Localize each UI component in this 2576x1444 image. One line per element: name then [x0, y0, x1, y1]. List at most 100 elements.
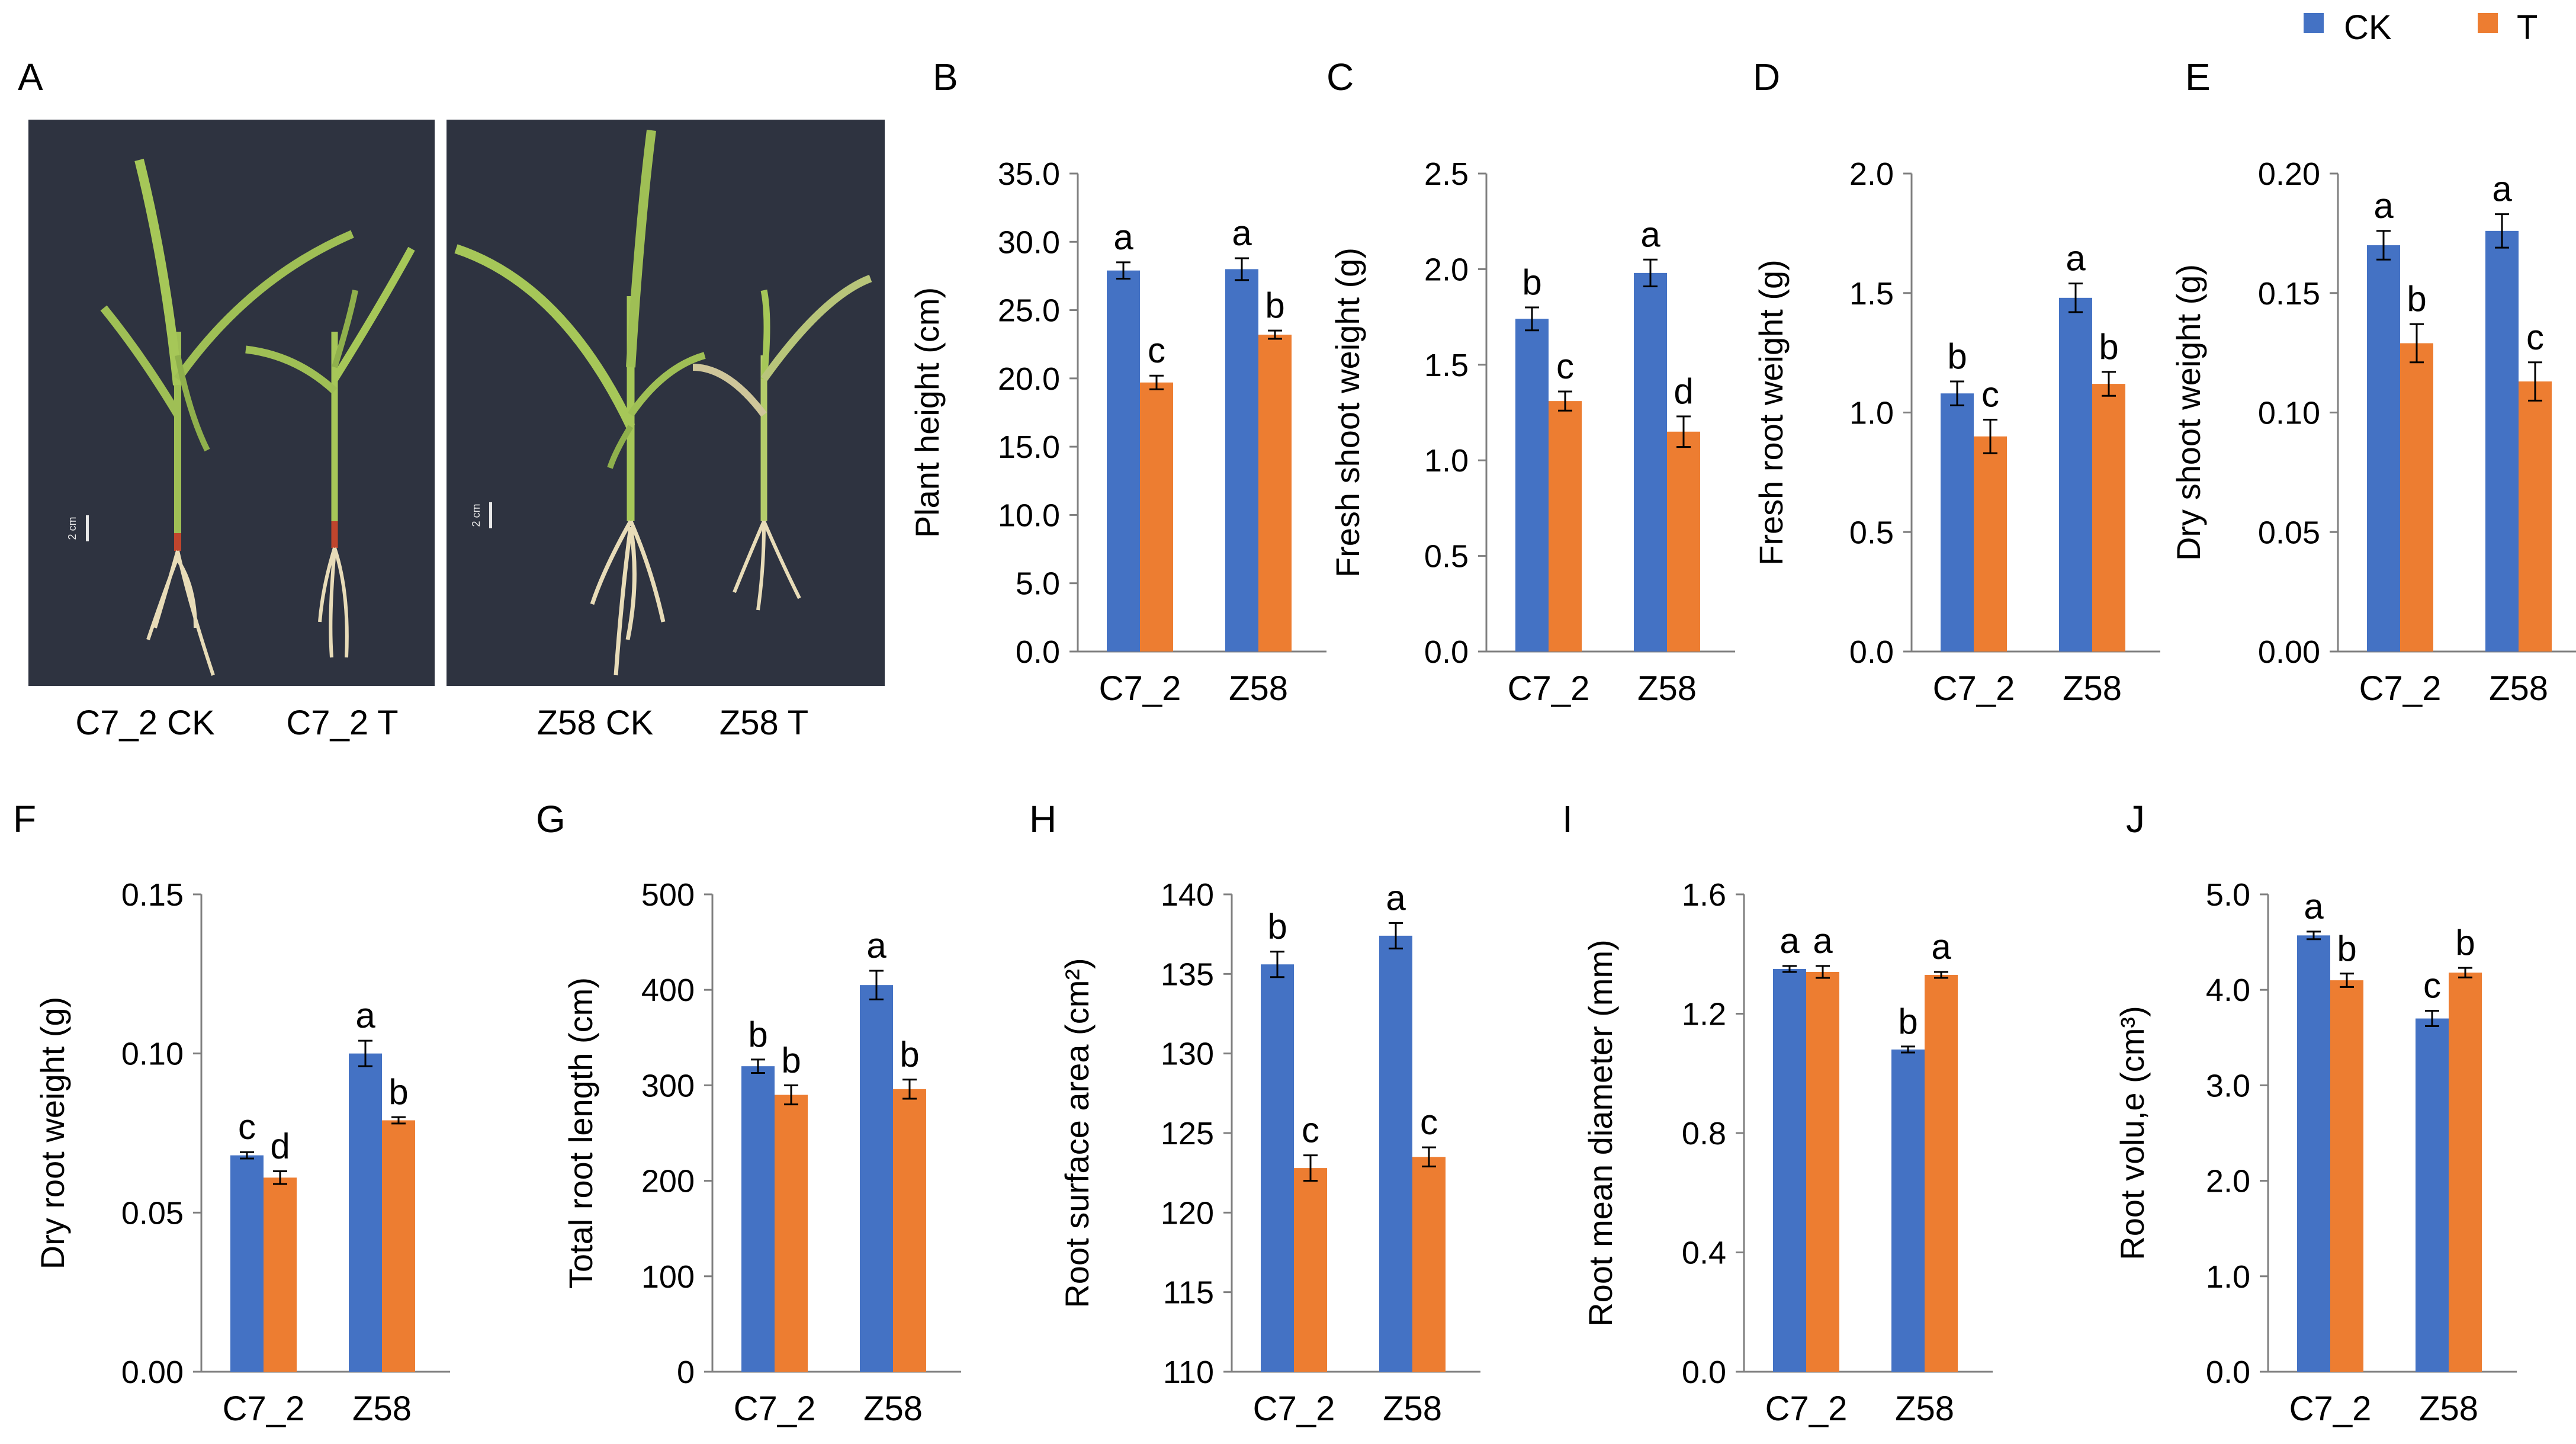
legend-label-t: T — [2517, 8, 2538, 47]
photo-label-z58-t: Z58 T — [720, 704, 808, 742]
x-tick-label: C7_2 — [1933, 669, 2015, 708]
y-tick-label: 1.2 — [1682, 997, 1726, 1032]
y-tick-label: 0.15 — [121, 877, 184, 913]
y-tick-label: 115 — [1163, 1275, 1214, 1311]
y-tick-label: 0.00 — [2258, 634, 2320, 670]
x-tick-label: C7_2 — [1253, 1390, 1335, 1428]
significance-letter: c — [1981, 375, 1999, 415]
y-tick-label: 2.0 — [1849, 156, 1894, 192]
x-tick-label: Z58 — [352, 1390, 412, 1428]
bar-ck-z58 — [1225, 269, 1258, 652]
y-tick-label: 135 — [1161, 957, 1214, 992]
bar-t-z58 — [2519, 381, 2552, 652]
significance-letter: a — [1931, 927, 1951, 967]
significance-letter: c — [1556, 346, 1574, 386]
bar-ck-z58 — [349, 1053, 382, 1372]
y-tick-label: 5.0 — [1016, 566, 1060, 602]
bar-t-z58 — [2449, 973, 2482, 1372]
bar-t-c7-2 — [1806, 971, 1839, 1372]
y-tick-label: 0.20 — [2258, 156, 2320, 192]
bar-t-c7-2 — [1974, 436, 2007, 652]
y-tick-label: 300 — [641, 1068, 695, 1103]
y-axis-label: Dry root weight (g) — [34, 997, 71, 1270]
bar-t-z58 — [1412, 1157, 1446, 1372]
x-tick-label: Z58 — [1895, 1390, 1954, 1428]
y-tick-label: 140 — [1161, 877, 1214, 913]
y-tick-label: 1.5 — [1849, 276, 1894, 312]
bar-t-z58 — [382, 1120, 415, 1372]
bar-t-z58 — [1667, 431, 1700, 652]
significance-letter: c — [2526, 317, 2544, 357]
panel-a: A 2 cm — [18, 56, 885, 742]
significance-letter: b — [900, 1035, 919, 1074]
legend: CK T — [2304, 8, 2538, 47]
bar-ck-z58 — [1634, 272, 1667, 652]
significance-letter: c — [2423, 966, 2441, 1006]
y-axis-label: Root volu,e (cm³) — [2114, 1006, 2151, 1260]
y-tick-label: 0.0 — [1849, 634, 1894, 670]
significance-letter: c — [238, 1107, 256, 1147]
x-tick-label: Z58 — [1229, 669, 1288, 708]
panel-letter: J — [2126, 798, 2145, 840]
significance-letter: b — [1898, 1002, 1917, 1041]
bar-ck-z58 — [860, 985, 893, 1372]
significance-letter: b — [1265, 285, 1284, 325]
y-axis-label: Root surface area (cm²) — [1058, 958, 1096, 1308]
bar-ck-c7-2 — [1773, 968, 1806, 1372]
y-tick-label: 2.5 — [1424, 156, 1469, 192]
significance-letter: a — [1640, 214, 1660, 254]
y-tick-label: 500 — [641, 877, 695, 913]
y-tick-label: 1.0 — [2206, 1259, 2250, 1295]
significance-letter: b — [1522, 262, 1541, 302]
scale-bar — [489, 502, 492, 528]
chart-panel-b: B 0.0 5.0 10.0 15.0 20.0 25.0 30.0 35.0 Plant hei… — [908, 56, 1326, 708]
scale-label: 2 cm — [66, 516, 78, 540]
significance-letter: c — [1302, 1111, 1319, 1150]
plant-z58-t — [692, 274, 872, 611]
y-tick-label: 20.0 — [998, 361, 1060, 397]
bar-ck-c7-2 — [1107, 270, 1140, 652]
significance-letter: c — [1420, 1102, 1438, 1142]
y-tick-label: 0.10 — [2258, 396, 2320, 431]
y-axis-label: Plant height (cm) — [908, 287, 946, 538]
y-tick-label: 0.4 — [1682, 1236, 1726, 1271]
significance-letter: b — [781, 1040, 801, 1080]
bar-ck-z58 — [1891, 1049, 1925, 1372]
y-tick-label: 0.15 — [2258, 276, 2320, 312]
bar-ck-z58 — [2416, 1018, 2449, 1372]
x-tick-label: C7_2 — [1099, 669, 1181, 708]
y-tick-label: 100 — [641, 1259, 695, 1295]
y-tick-label: 15.0 — [998, 429, 1060, 465]
plant-c7-2-ck — [100, 159, 354, 676]
y-tick-label: 400 — [641, 973, 695, 1008]
y-axis-label: Fresh shoot weight (g) — [1329, 248, 1366, 577]
panel-letter: C — [1326, 56, 1354, 98]
significance-letter: a — [355, 996, 375, 1035]
y-tick-label: 25.0 — [998, 293, 1060, 329]
panel-letter-a: A — [18, 56, 43, 98]
y-tick-label: 0.5 — [1849, 515, 1894, 550]
significance-letter: d — [1674, 371, 1693, 411]
significance-letter: a — [2066, 239, 2086, 278]
y-tick-label: 1.5 — [1424, 348, 1469, 383]
x-tick-label: C7_2 — [2359, 669, 2442, 708]
bar-t-z58 — [2092, 384, 2125, 652]
y-tick-label: 200 — [641, 1164, 695, 1199]
x-tick-label: Z58 — [1637, 669, 1697, 708]
legend-swatch-ck — [2304, 13, 2324, 33]
bar-t-c7-2 — [1549, 401, 1582, 652]
y-tick-label: 110 — [1163, 1355, 1214, 1390]
chart-panel-e: E 0.00 0.05 0.10 0.15 0.20 Dry shoot weight (g… — [2170, 56, 2576, 708]
photo-label-c7-2-ck: C7_2 CK — [75, 704, 215, 742]
significance-letter: b — [2407, 279, 2426, 319]
bar-t-c7-2 — [1140, 382, 1173, 652]
y-tick-label: 0.00 — [121, 1355, 184, 1390]
y-tick-label: 5.0 — [2206, 877, 2250, 913]
panel-letter: B — [933, 56, 958, 98]
bar-t-z58 — [1925, 975, 1958, 1372]
photo-z58: 2 cm — [447, 120, 885, 686]
panel-letter: E — [2185, 56, 2211, 98]
significance-letter: a — [1113, 217, 1133, 257]
